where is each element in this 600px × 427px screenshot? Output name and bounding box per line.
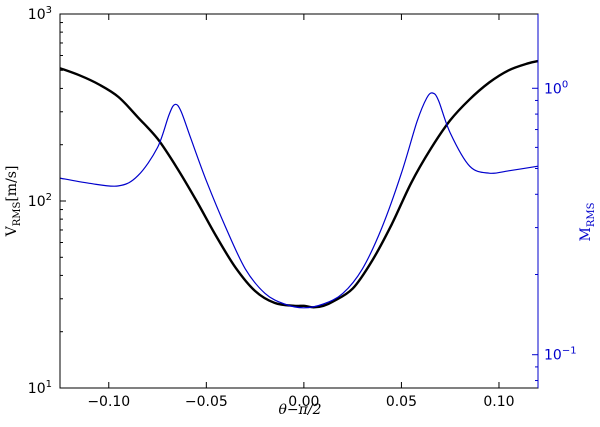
series-mrms-line <box>59 92 539 309</box>
right-axis: 10−1 100 <box>532 79 577 382</box>
left-tick-label: 103 <box>28 5 52 23</box>
x-axis-label: θ−π/2 <box>279 402 322 418</box>
left-axis: 101 102 103 <box>28 5 66 397</box>
x-tick-label: 0.00 <box>288 394 319 410</box>
x-tick-label: 0.10 <box>483 394 514 410</box>
x-tick-label: −0.10 <box>87 394 130 410</box>
x-tick-label: 0.05 <box>386 394 417 410</box>
plot-frame <box>59 13 539 389</box>
series-vrms-line <box>59 59 539 309</box>
right-tick-label: 100 <box>544 79 568 97</box>
series-layer <box>59 59 539 309</box>
y-axis-label-right: MRMS <box>578 202 597 241</box>
left-tick-label: 102 <box>28 192 52 210</box>
x-tick-label: −0.05 <box>185 394 228 410</box>
y-axis-label-left: VRMS[m/s] <box>4 166 23 238</box>
left-tick-label: 101 <box>28 379 52 397</box>
right-tick-label: 10−1 <box>544 346 577 364</box>
x-axis: −0.10 −0.05 0.00 0.05 0.10 <box>87 14 515 410</box>
